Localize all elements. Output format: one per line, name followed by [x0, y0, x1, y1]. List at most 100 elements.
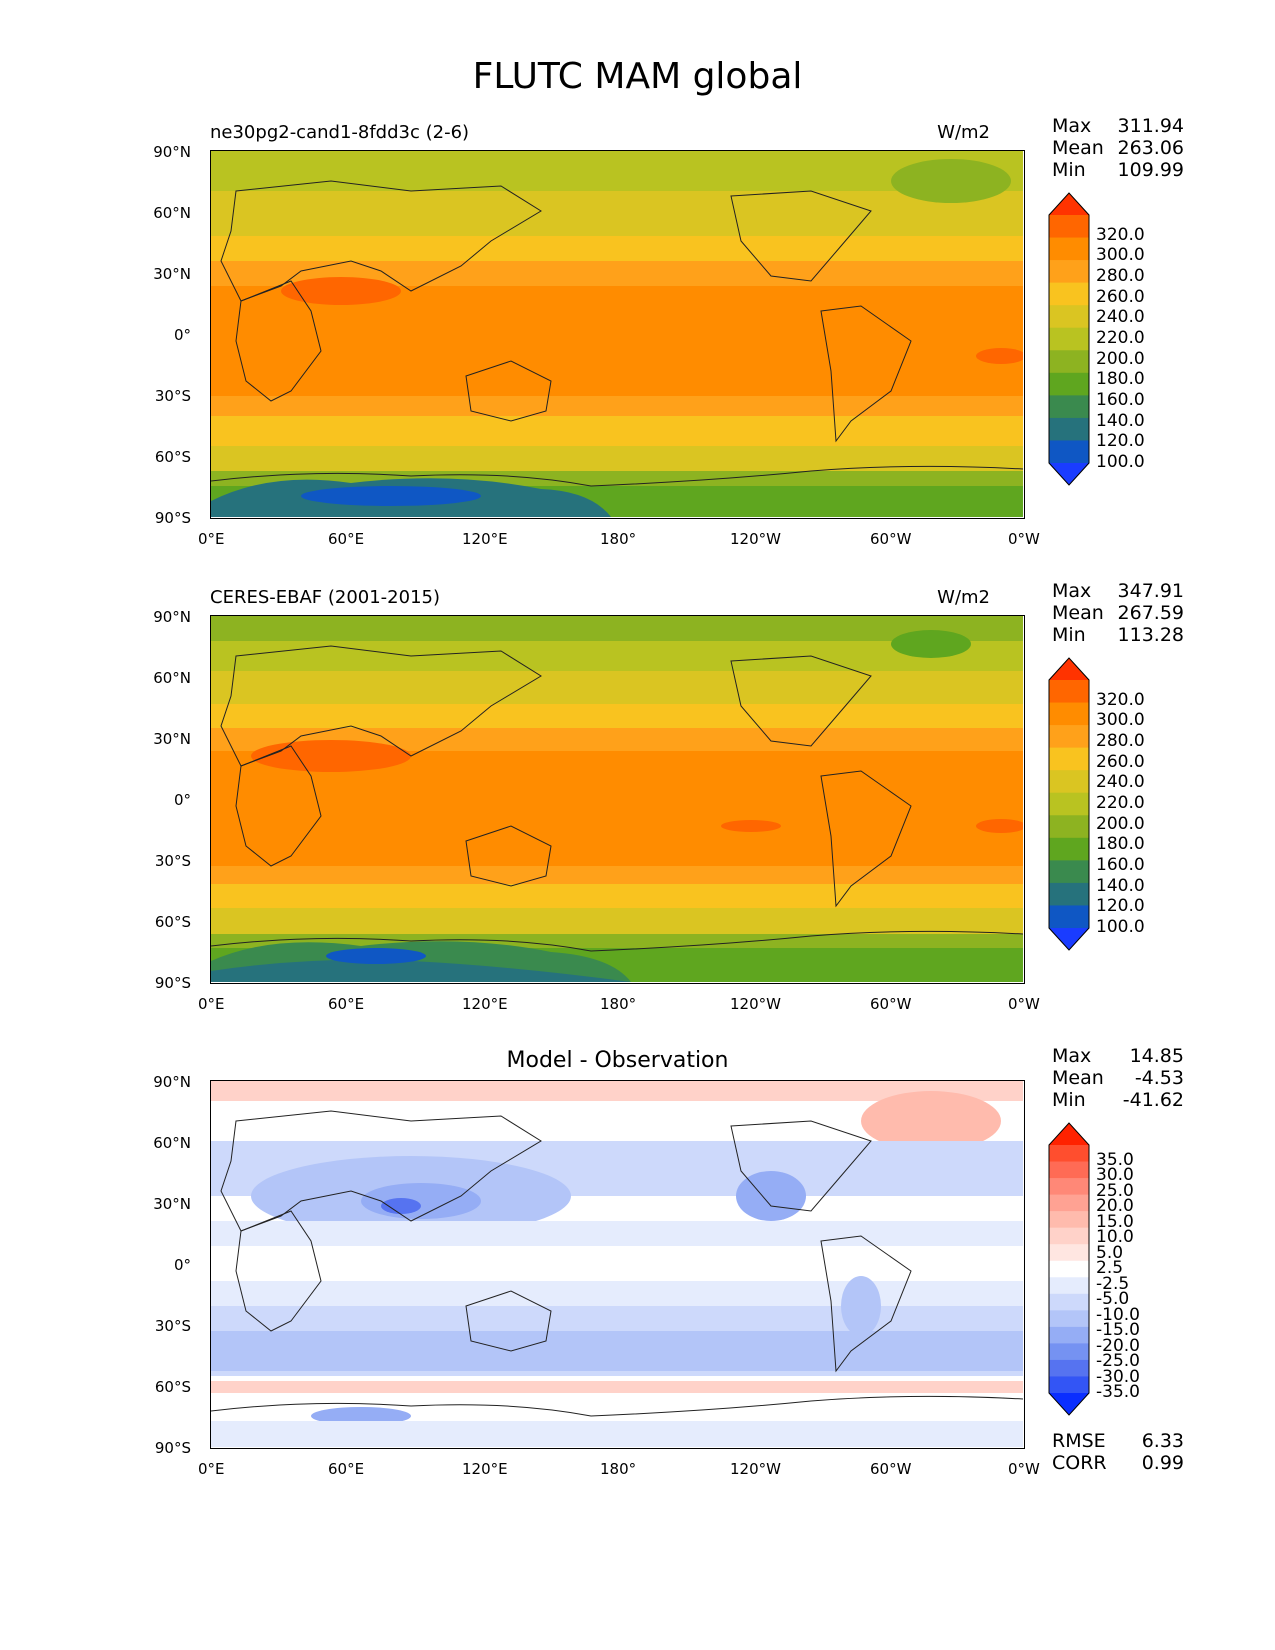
- stat-max-label: Max: [1052, 1045, 1092, 1067]
- lon-tick-180: 180°: [600, 995, 637, 1013]
- lat-tick-60s: 60°S: [154, 448, 191, 466]
- colorbar-cap-top: [1049, 658, 1089, 680]
- lat-tick-30s: 30°S: [154, 852, 191, 870]
- lon-tick-60e: 60°E: [328, 995, 365, 1013]
- colorbar-segment: [1049, 1293, 1089, 1311]
- stat-mean-label: Mean: [1052, 1067, 1104, 1089]
- colorbar-tick-label: 160.0: [1096, 855, 1145, 875]
- rmse-label: RMSE: [1052, 1430, 1106, 1452]
- colorbar-segment: [1049, 1178, 1089, 1196]
- colorbar-tick-label: 5.0: [1096, 1242, 1124, 1263]
- colorbar-tick-label: -25.0: [1096, 1351, 1140, 1371]
- panel-2-map: [210, 615, 1025, 984]
- colorbar-tick-label: 300.0: [1096, 710, 1145, 731]
- colorbar-tick-label: 140.0: [1096, 410, 1145, 431]
- colorbar-tick-label: 260.0: [1096, 286, 1145, 307]
- panel-2-map-field: [211, 616, 1023, 982]
- stat-max-value: 14.85: [1129, 1045, 1184, 1067]
- panel-1-map: [210, 150, 1025, 519]
- panel-2-units: W/m2: [937, 587, 990, 608]
- colorbar-tick-label: 320.0: [1096, 689, 1145, 710]
- lat-tick-60s: 60°S: [154, 1378, 191, 1396]
- lon-tick-120e: 120°E: [462, 1460, 508, 1478]
- stat-mean-value: 267.59: [1117, 602, 1184, 624]
- lat-tick-60n: 60°N: [153, 1134, 191, 1152]
- colorbar-cap-top: [1049, 1123, 1089, 1145]
- stat-max-value: 347.91: [1117, 580, 1184, 602]
- lat-tick-30n: 30°N: [153, 730, 191, 748]
- panel-3-colorbar: 35.0 30.0 25.0 20.0 15.0 10.0 5.0 2.5 -2.5 -5.0 -1…: [1048, 1122, 1178, 1416]
- colorbar-segment: [1049, 1145, 1089, 1163]
- lon-tick-60w: 60°W: [870, 995, 912, 1013]
- colorbar-tick-label: 120.0: [1096, 896, 1145, 917]
- colorbar-cap-bottom: [1049, 463, 1089, 485]
- lon-tick-120e: 120°E: [462, 995, 508, 1013]
- panel-1-stats: Max 311.94 Mean 263.06 Min 109.99: [1052, 115, 1184, 181]
- stat-max-label: Max: [1052, 580, 1092, 602]
- panel-1-map-field: [211, 151, 1023, 517]
- panel-3-stats: Max 14.85 Mean -4.53 Min -41.62: [1052, 1045, 1184, 1111]
- colorbar-segment: [1049, 1211, 1089, 1229]
- lat-tick-0: 0°: [173, 791, 191, 809]
- corr-label: CORR: [1052, 1452, 1107, 1474]
- figure-title: FLUTC MAM global: [472, 56, 803, 97]
- lon-tick-60e: 60°E: [328, 530, 365, 548]
- panel-3-title: Model - Observation: [506, 1048, 729, 1073]
- colorbar-tick-label: -30.0: [1096, 1366, 1140, 1387]
- colorbar-tick-label: 320.0: [1096, 224, 1145, 245]
- panel-3-metrics: RMSE 6.33 CORR 0.99: [1052, 1430, 1184, 1474]
- colorbar-svg: [1048, 192, 1090, 486]
- colorbar-segment: [1049, 1376, 1089, 1394]
- stat-mean-label: Mean: [1052, 602, 1104, 624]
- colorbar-tick-label: 280.0: [1096, 731, 1145, 751]
- stat-min-value: 113.28: [1117, 624, 1184, 646]
- colorbar-svg: [1048, 657, 1090, 951]
- colorbar-segment: [1049, 417, 1089, 441]
- corr-value: 0.99: [1141, 1452, 1184, 1474]
- colorbar-segment: [1049, 282, 1089, 306]
- lat-tick-90s: 90°S: [154, 509, 191, 527]
- colorbar-segment: [1049, 1194, 1089, 1212]
- colorbar-segment: [1049, 1359, 1089, 1377]
- lon-tick-0e: 0°E: [198, 995, 225, 1013]
- colorbar-tick-label: 35.0: [1096, 1149, 1134, 1170]
- colorbar-tick-label: 100.0: [1096, 917, 1145, 937]
- colorbar-segment: [1049, 905, 1089, 929]
- panel-1-colorbar: 320.0 300.0 280.0 260.0 240.0 220.0 200.0 180.0…: [1048, 192, 1178, 486]
- colorbar-segment: [1049, 215, 1089, 239]
- stat-min-value: -41.62: [1122, 1089, 1184, 1111]
- colorbar-segment: [1049, 1244, 1089, 1262]
- lat-tick-90n: 90°N: [153, 608, 191, 626]
- colorbar-tick-label: -35.0: [1096, 1382, 1140, 1402]
- lat-tick-30n: 30°N: [153, 1195, 191, 1213]
- lon-tick-0w: 0°W: [1008, 530, 1040, 548]
- colorbar-tick-label: -2.5: [1096, 1273, 1130, 1294]
- lon-tick-0w: 0°W: [1008, 1460, 1040, 1478]
- lat-tick-60n: 60°N: [153, 204, 191, 222]
- colorbar-tick-label: 260.0: [1096, 751, 1145, 772]
- lat-tick-90s: 90°S: [154, 1439, 191, 1457]
- colorbar-segment: [1049, 1260, 1089, 1278]
- stat-mean-value: -4.53: [1134, 1067, 1184, 1089]
- colorbar-svg: [1048, 1122, 1090, 1416]
- lat-tick-0: 0°: [173, 326, 191, 344]
- stat-mean-label: Mean: [1052, 137, 1104, 159]
- lat-tick-0: 0°: [173, 1256, 191, 1274]
- lon-tick-120w: 120°W: [730, 1460, 781, 1478]
- colorbar-tick-label: 240.0: [1096, 772, 1145, 793]
- colorbar-segment: [1049, 327, 1089, 351]
- lat-tick-30s: 30°S: [154, 1317, 191, 1335]
- colorbar-tick-label: -10.0: [1096, 1304, 1140, 1325]
- colorbar-segment: [1049, 882, 1089, 906]
- lat-tick-90s: 90°S: [154, 974, 191, 992]
- colorbar-tick-label: -15.0: [1096, 1320, 1140, 1340]
- colorbar-cap-top: [1049, 193, 1089, 215]
- lat-tick-30n: 30°N: [153, 265, 191, 283]
- colorbar-tick-label: 240.0: [1096, 307, 1145, 328]
- colorbar-outline: [1048, 657, 1090, 951]
- colorbar-tick-label: 280.0: [1096, 266, 1145, 286]
- panel-1-units: W/m2: [937, 122, 990, 143]
- rmse-value: 6.33: [1141, 1430, 1184, 1452]
- lat-tick-60s: 60°S: [154, 913, 191, 931]
- stat-min-label: Min: [1052, 624, 1086, 646]
